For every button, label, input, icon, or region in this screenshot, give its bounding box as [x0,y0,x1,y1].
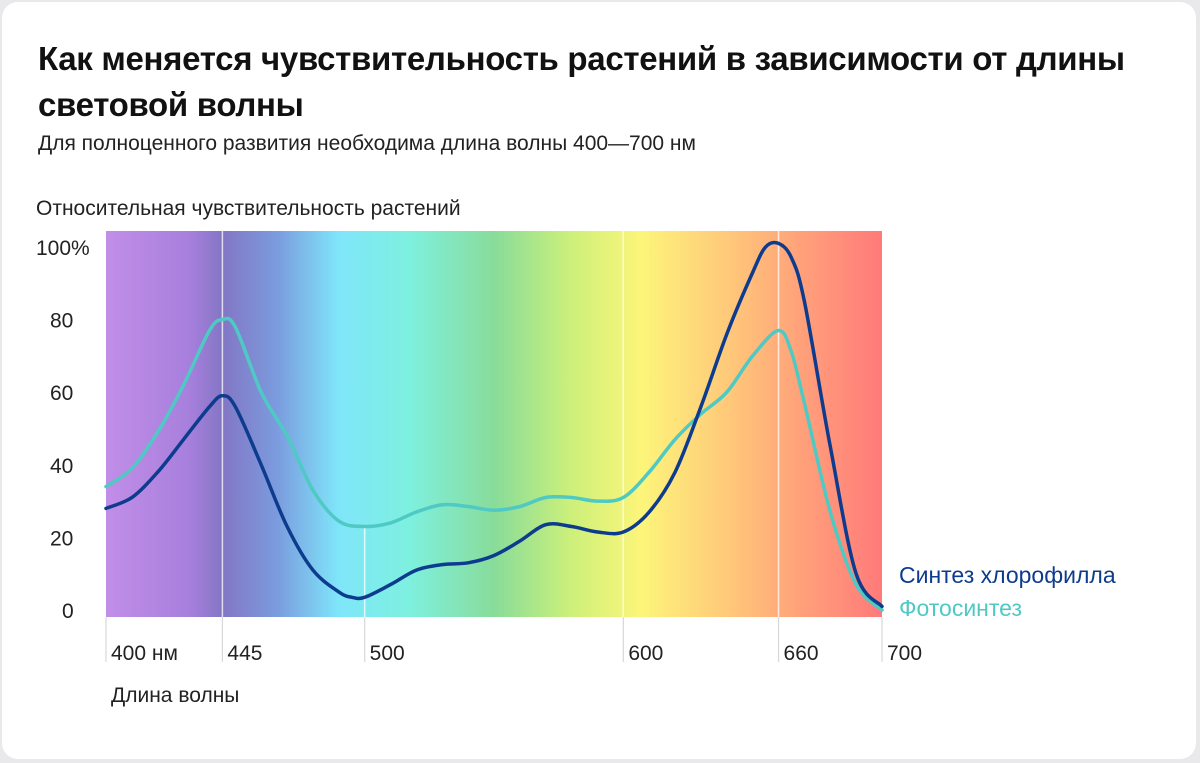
spectrum-background [106,231,882,617]
x-tick-label-400: 400 нм [111,642,178,665]
legend-item-photosynthesis: Фотосинтез [899,595,1022,621]
y-axis-label: Относительная чувствительность растений [36,197,461,220]
chart-subtitle: Для полноценного развития необходима дли… [38,132,696,155]
y-tick-label-40: 40 [50,455,73,478]
x-tick-label-500: 500 [370,642,405,665]
y-tick-label-100: 100% [36,237,90,260]
y-axis: 0 20 40 60 80 100% [36,237,90,623]
chart-title: Как меняется чувствительность растений в… [38,40,1125,123]
x-axis-label: Длина волны [111,684,239,707]
x-tick-label-700: 700 [887,642,922,665]
x-tick-label-445: 445 [227,642,262,665]
x-tick-label-600: 600 [628,642,663,665]
y-tick-label-80: 80 [50,310,73,333]
y-tick-label-60: 60 [50,382,73,405]
reference-lines [221,231,780,617]
series-lines [104,240,884,612]
x-tick-label-660: 660 [784,642,819,665]
legend: Синтез хлорофилла Фотосинтез [899,562,1116,621]
legend-item-chlorophyll: Синтез хлорофилла [899,562,1116,588]
series-line-photosynthesis [104,316,884,612]
y-tick-label-0: 0 [62,600,74,623]
y-tick-label-20: 20 [50,527,73,550]
series-line-chlorophyll [104,240,884,609]
x-axis: 400 нм 445 500 600 660 700 [105,617,922,665]
